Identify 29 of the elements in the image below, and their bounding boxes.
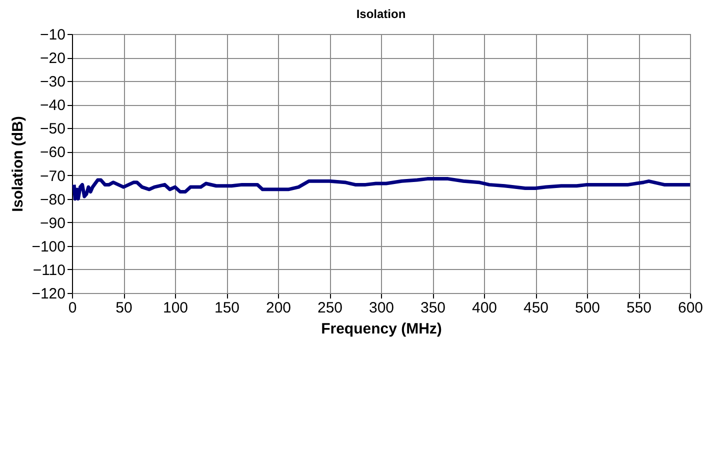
y-tick-label: −50	[40, 120, 66, 138]
chart-title: Isolation	[356, 7, 406, 21]
x-tick-label: 600	[678, 300, 704, 316]
y-tick-label: −60	[40, 144, 66, 162]
y-axis-title: Isolation (dB)	[10, 116, 27, 212]
y-tick-label: −90	[40, 214, 66, 232]
x-tick-label: 550	[626, 300, 652, 316]
y-tick-label: −10	[40, 26, 66, 44]
x-tick-label: 250	[317, 300, 343, 316]
x-axis-title: Frequency (MHz)	[321, 320, 442, 338]
x-tick-label: 100	[162, 300, 188, 316]
x-tick-label: 350	[420, 300, 446, 316]
y-tick-label: −70	[40, 168, 66, 185]
y-tick-label: −30	[40, 74, 66, 91]
x-tick-label: 300	[368, 300, 394, 316]
x-tick-label: 500	[574, 300, 600, 316]
x-tick-label: 200	[266, 300, 292, 316]
y-tick-label: −120	[32, 286, 66, 302]
x-tick-label: 450	[523, 300, 549, 316]
x-tick-label: 400	[472, 300, 498, 316]
x-tick-label: 150	[214, 300, 240, 316]
x-tick-label: 50	[116, 300, 132, 316]
x-tick-label: 0	[68, 300, 77, 316]
y-tick-label: −110	[32, 262, 66, 279]
y-tick-label: −100	[32, 238, 66, 256]
y-tick-label: −40	[40, 97, 66, 114]
line-series	[72, 177, 690, 201]
y-tick-label: −20	[40, 50, 66, 68]
y-tick-label: −80	[40, 191, 66, 208]
